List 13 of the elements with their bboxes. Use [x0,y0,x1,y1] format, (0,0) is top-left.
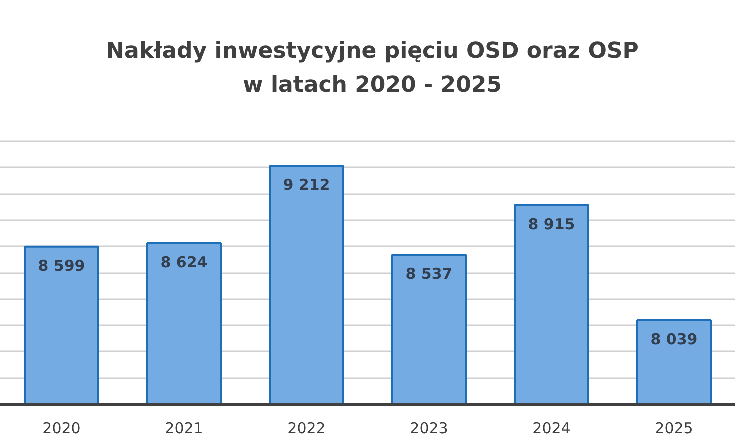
x-tick-label: 2021 [165,420,204,438]
data-label: 8 915 [528,215,576,234]
x-tick-label: 2024 [532,420,571,438]
chart-title: Nakłady inwestycyjne pięciu OSD oraz OSP w latach 2020 - 2025 [106,38,639,100]
data-label: 8 039 [650,330,698,348]
x-tick-label: 2020 [42,420,81,438]
x-tick-label: 2022 [288,420,326,438]
data-label: 8 599 [38,256,86,275]
x-tick-label: 2025 [655,420,694,438]
data-label: 9 212 [283,176,330,194]
data-label: 8 537 [406,264,453,283]
data-label: 8 624 [160,254,208,272]
x-tick-label: 2023 [410,420,448,438]
